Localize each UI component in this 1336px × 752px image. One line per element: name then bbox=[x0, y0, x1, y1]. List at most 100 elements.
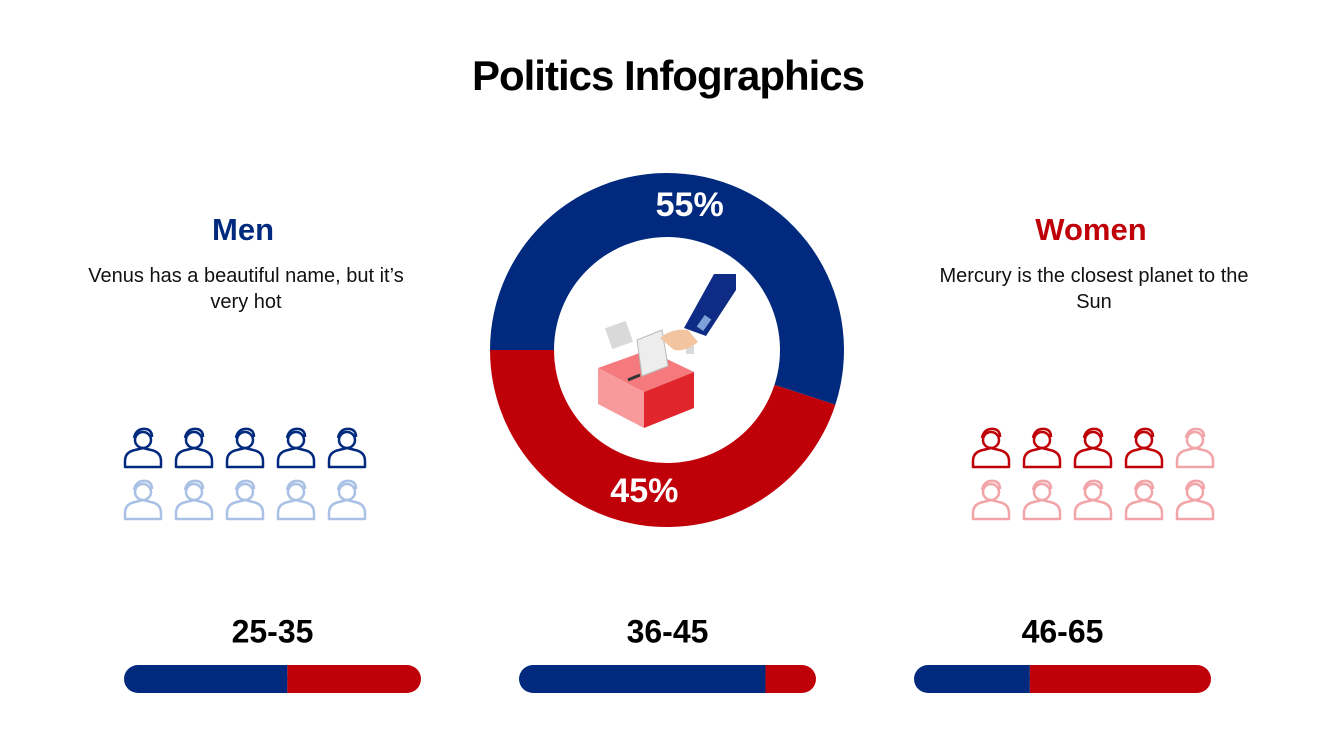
icon-hair bbox=[1184, 479, 1206, 491]
icon-head bbox=[1134, 430, 1154, 450]
icon-hair bbox=[1133, 479, 1155, 491]
icon-hair bbox=[183, 479, 205, 491]
icon-body bbox=[1073, 498, 1113, 521]
person-icon bbox=[123, 427, 163, 469]
icon-body bbox=[276, 446, 316, 469]
icon-body bbox=[971, 446, 1011, 469]
icon-hair bbox=[234, 479, 256, 491]
icon-head bbox=[286, 430, 306, 450]
ballot-icon bbox=[598, 274, 736, 428]
icon-head bbox=[133, 482, 153, 502]
icon-hair bbox=[336, 427, 358, 439]
icon-head bbox=[1185, 482, 1205, 502]
icon-body bbox=[123, 446, 163, 469]
donut-segment bbox=[490, 172, 845, 405]
icon-hair bbox=[1082, 427, 1104, 439]
person-icon bbox=[276, 479, 316, 521]
bar-segment bbox=[287, 665, 421, 693]
icon-hair bbox=[1133, 427, 1155, 439]
icon-body bbox=[225, 498, 265, 521]
icon-body bbox=[1022, 498, 1062, 521]
icon-hair bbox=[285, 427, 307, 439]
icon-hair bbox=[1031, 479, 1053, 491]
bar-segment bbox=[765, 665, 816, 693]
title: Politics Infographics bbox=[471, 52, 865, 99]
icon-body bbox=[971, 498, 1011, 521]
icon-head bbox=[337, 430, 357, 450]
icon-head bbox=[1185, 430, 1205, 450]
men-heading: Men bbox=[212, 212, 274, 247]
person-icon bbox=[225, 479, 265, 521]
bar-segment bbox=[1029, 665, 1211, 693]
person-icon bbox=[1022, 427, 1062, 469]
person-icon bbox=[1073, 427, 1113, 469]
bar-segment-cap bbox=[259, 665, 288, 693]
icon-head bbox=[1032, 430, 1052, 450]
icon-body bbox=[1124, 446, 1164, 469]
icon-body bbox=[174, 498, 214, 521]
women-heading: Women bbox=[1035, 212, 1147, 247]
bar-title: 25-35 bbox=[232, 613, 314, 649]
bar-title: 46-65 bbox=[1022, 613, 1104, 649]
person-icon bbox=[971, 479, 1011, 521]
icon-hair bbox=[336, 479, 358, 491]
women-text: Mercury is the closest planet to the Sun bbox=[939, 265, 1249, 313]
icon-head bbox=[1083, 430, 1103, 450]
person-icon bbox=[225, 427, 265, 469]
icon-body bbox=[1124, 498, 1164, 521]
person-icon bbox=[1022, 479, 1062, 521]
icon-head bbox=[1134, 482, 1154, 502]
person-icon bbox=[1124, 479, 1164, 521]
icon-hair bbox=[234, 427, 256, 439]
icon-body bbox=[1073, 446, 1113, 469]
men-text: Venus has a beautiful name, but it’s ver… bbox=[88, 265, 404, 313]
icon-head bbox=[1083, 482, 1103, 502]
icon-head bbox=[981, 482, 1001, 502]
icon-hair bbox=[1031, 427, 1053, 439]
bar-segment-cap bbox=[1001, 665, 1030, 693]
icon-hair bbox=[132, 427, 154, 439]
person-icon bbox=[1175, 427, 1215, 469]
person-icon bbox=[174, 427, 214, 469]
icon-head bbox=[1032, 482, 1052, 502]
icon-body bbox=[123, 498, 163, 521]
icon-body bbox=[1022, 446, 1062, 469]
bar-segment-cap bbox=[737, 665, 766, 693]
icon-body bbox=[174, 446, 214, 469]
donut-label: 45% bbox=[610, 472, 678, 510]
bar-segment bbox=[519, 665, 766, 693]
person-icon bbox=[327, 479, 367, 521]
person-icon bbox=[1175, 479, 1215, 521]
icon-head bbox=[235, 482, 255, 502]
icon-hair bbox=[1184, 427, 1206, 439]
person-icon bbox=[971, 427, 1011, 469]
person-icon bbox=[123, 479, 163, 521]
person-icon bbox=[174, 479, 214, 521]
icon-body bbox=[1175, 446, 1215, 469]
donut-label: 55% bbox=[656, 186, 724, 224]
icon-hair bbox=[183, 427, 205, 439]
donut-segment bbox=[490, 350, 836, 527]
icon-head bbox=[235, 430, 255, 450]
icon-hair bbox=[980, 479, 1002, 491]
person-icon bbox=[327, 427, 367, 469]
icon-hair bbox=[285, 479, 307, 491]
person-icon bbox=[1073, 479, 1113, 521]
icon-hair bbox=[980, 427, 1002, 439]
person-icon bbox=[276, 427, 316, 469]
icon-head bbox=[184, 482, 204, 502]
icon-hair bbox=[132, 479, 154, 491]
icon-body bbox=[1175, 498, 1215, 521]
bar-title: 36-45 bbox=[627, 613, 709, 649]
icon-body bbox=[327, 498, 367, 521]
icon-body bbox=[327, 446, 367, 469]
icon-head bbox=[286, 482, 306, 502]
person-icon bbox=[1124, 427, 1164, 469]
icon-head bbox=[337, 482, 357, 502]
icon-head bbox=[981, 430, 1001, 450]
icon-body bbox=[276, 498, 316, 521]
icon-head bbox=[184, 430, 204, 450]
icon-head bbox=[133, 430, 153, 450]
